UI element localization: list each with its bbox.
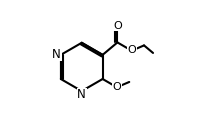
Text: N: N — [77, 88, 86, 101]
Text: O: O — [113, 21, 122, 31]
Text: O: O — [113, 82, 121, 92]
Text: O: O — [127, 45, 136, 55]
Text: N: N — [52, 48, 61, 61]
